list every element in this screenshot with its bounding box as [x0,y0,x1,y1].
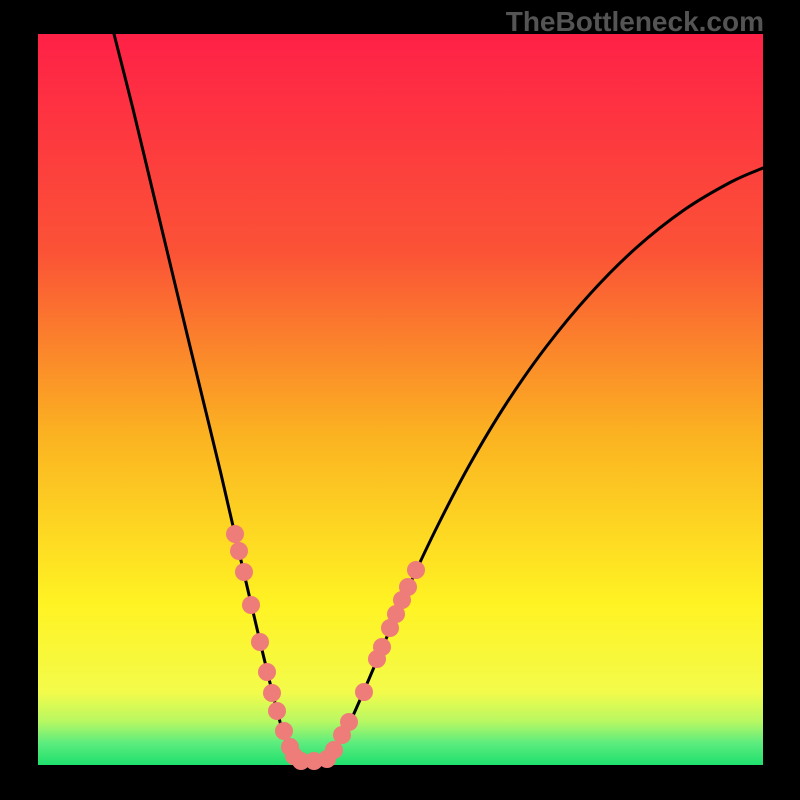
data-marker [230,542,248,560]
data-marker [373,638,391,656]
data-marker [268,702,286,720]
data-marker [226,525,244,543]
watermark-text: TheBottleneck.com [506,6,764,38]
data-marker [235,563,253,581]
curve-svg [0,0,800,800]
data-marker [407,561,425,579]
data-marker [242,596,260,614]
data-marker [258,663,276,681]
data-marker [263,684,281,702]
data-marker [251,633,269,651]
bottleneck-curve [114,34,763,762]
data-marker [340,713,358,731]
data-marker [355,683,373,701]
data-marker [399,578,417,596]
stage: TheBottleneck.com [0,0,800,800]
